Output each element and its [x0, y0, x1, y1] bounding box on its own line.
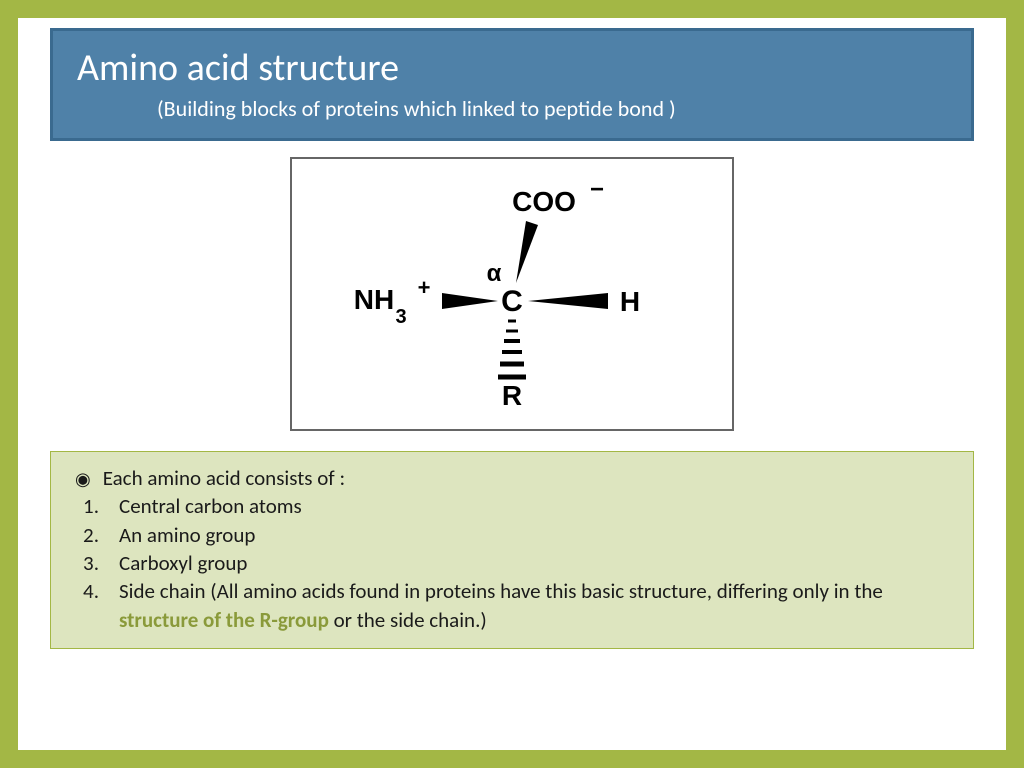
- item-number: 4.: [75, 577, 99, 634]
- bond-right-wedge: [528, 293, 608, 309]
- item-text: An amino group: [119, 521, 957, 549]
- item-text: Central carbon atoms: [119, 492, 957, 520]
- content-box: ◉ Each amino acid consists of : 1. Centr…: [50, 451, 974, 649]
- amino-subscript: 3: [395, 306, 406, 328]
- carboxyl-charge: −: [590, 176, 604, 203]
- item-text: Carboxyl group: [119, 549, 957, 577]
- amino-acid-structure-svg: C α COO − NH 3 + H R: [302, 169, 722, 419]
- alpha-label: α: [487, 260, 502, 287]
- central-carbon-label: C: [501, 285, 523, 318]
- slide-title: Amino acid structure: [77, 45, 947, 91]
- item-number: 1.: [75, 492, 99, 520]
- slide-frame: Amino acid structure (Building blocks of…: [0, 0, 1024, 768]
- highlight-text: structure of the R-group: [119, 607, 329, 633]
- item-text-pre: Side chain (All amino acids found in pro…: [119, 578, 883, 604]
- bond-up-wedge: [516, 221, 538, 283]
- item-number: 2.: [75, 521, 99, 549]
- diagram-container: C α COO − NH 3 + H R: [18, 157, 1006, 431]
- list-item: 4. Side chain (All amino acids found in …: [67, 577, 957, 634]
- bond-left-wedge: [442, 293, 498, 309]
- item-number: 3.: [75, 549, 99, 577]
- r-group-label: R: [502, 380, 522, 411]
- header-box: Amino acid structure (Building blocks of…: [50, 28, 974, 141]
- slide-subtitle: (Building blocks of proteins which linke…: [77, 95, 947, 122]
- target-bullet-icon: ◉: [75, 470, 91, 488]
- bullet-text: Each amino acid consists of :: [103, 464, 345, 492]
- item-text-post: or the side chain.): [329, 607, 487, 633]
- hydrogen-label: H: [620, 286, 640, 317]
- item-text: Side chain (All amino acids found in pro…: [119, 577, 957, 634]
- list-item: 2. An amino group: [67, 521, 957, 549]
- bullet-intro: ◉ Each amino acid consists of :: [67, 464, 957, 492]
- list-item: 1. Central carbon atoms: [67, 492, 957, 520]
- amino-label: NH: [354, 284, 394, 315]
- carboxyl-label: COO: [512, 186, 576, 217]
- amino-charge: +: [418, 275, 431, 300]
- list-item: 3. Carboxyl group: [67, 549, 957, 577]
- chemical-diagram-box: C α COO − NH 3 + H R: [290, 157, 734, 431]
